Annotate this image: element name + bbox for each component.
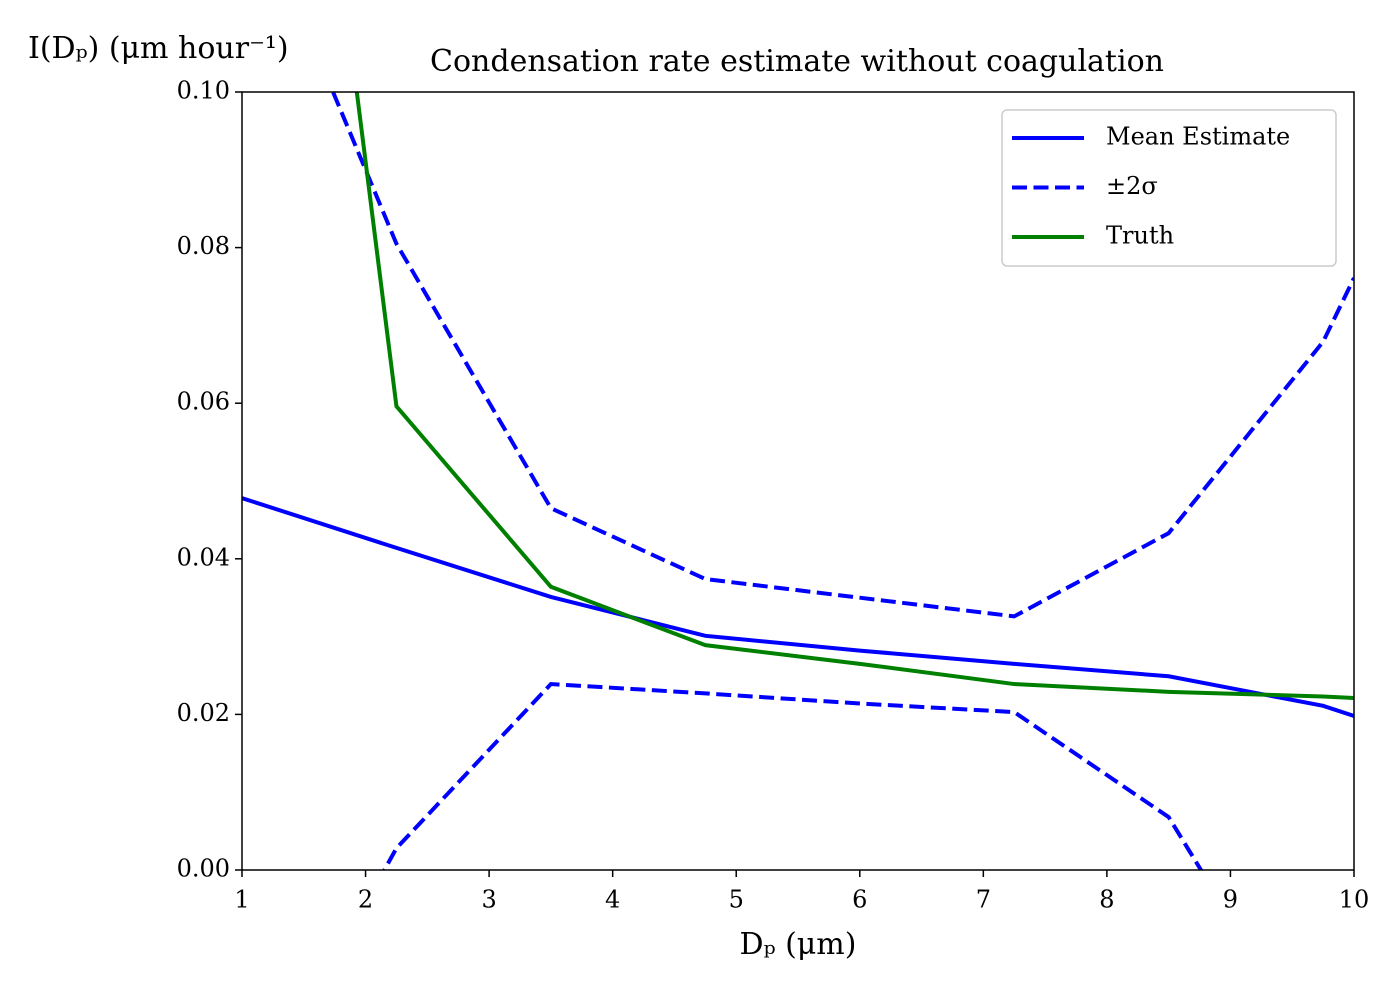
series-line	[382, 682, 1204, 870]
series-line	[330, 92, 1354, 619]
y-axis-label: I(Dₚ) (μm hour⁻¹)	[28, 31, 289, 66]
x-tick-label: 4	[605, 886, 620, 914]
legend-label: ±2σ	[1106, 172, 1158, 200]
legend-label: Truth	[1106, 222, 1174, 250]
legend-label: Mean Estimate	[1106, 123, 1290, 151]
y-tick-label: 0.00	[177, 855, 230, 883]
y-tick-label: 0.08	[177, 232, 230, 260]
plot-area	[242, 92, 1354, 870]
x-tick-label: 5	[729, 886, 744, 914]
x-tick-label: 2	[358, 886, 373, 914]
chart-title: Condensation rate estimate without coagu…	[430, 44, 1164, 79]
x-axis-label: Dₚ (μm)	[740, 927, 857, 962]
series-line	[354, 92, 1354, 701]
y-tick-label: 0.04	[177, 543, 230, 571]
y-tick-label: 0.10	[177, 77, 230, 105]
plot-frame	[241, 91, 1355, 871]
x-tick-label: 10	[1339, 886, 1370, 914]
x-tick-label: 3	[481, 886, 496, 914]
x-tick-label: 7	[976, 886, 991, 914]
x-tick-label: 1	[234, 886, 249, 914]
series-line	[242, 496, 1354, 718]
y-tick-label: 0.06	[177, 388, 230, 416]
y-tick-label: 0.02	[177, 699, 230, 727]
x-tick-label: 9	[1223, 886, 1238, 914]
x-tick-label: 8	[1099, 886, 1114, 914]
x-tick-label: 6	[852, 886, 867, 914]
legend-box	[1001, 109, 1337, 267]
